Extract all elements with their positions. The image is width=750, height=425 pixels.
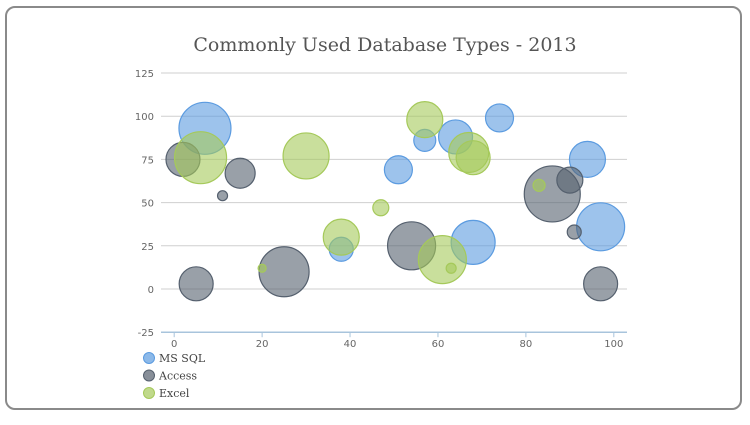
bubble-excel[interactable]	[532, 178, 546, 192]
bubble-excel[interactable]	[372, 199, 390, 217]
x-tick-label: 20	[256, 339, 269, 350]
bubble-excel[interactable]	[173, 131, 228, 185]
x-tick-label: 40	[344, 339, 357, 350]
chart-title: Commonly Used Database Types - 2013	[193, 34, 576, 56]
legend-marker	[143, 369, 155, 382]
bubble-access[interactable]	[258, 246, 310, 298]
legend-item[interactable]: MS SQL	[143, 352, 206, 365]
legend-label: MS SQL	[159, 352, 206, 365]
bubble-excel[interactable]	[455, 140, 491, 176]
bubble-access[interactable]	[556, 166, 584, 194]
legend-label: Excel	[159, 387, 190, 400]
y-tick-label: 75	[141, 155, 154, 166]
y-tick-label: -25	[138, 328, 154, 339]
x-tick-label: 0	[171, 339, 177, 350]
bubble-series-group	[165, 101, 626, 302]
series-excel	[173, 101, 546, 285]
bubble-access[interactable]	[178, 266, 214, 302]
y-tick-label: 100	[135, 112, 154, 123]
legend-item[interactable]: Excel	[143, 387, 190, 400]
bubble-excel[interactable]	[445, 262, 457, 274]
bubble-ms-sql[interactable]	[383, 155, 413, 185]
y-tick-label: 50	[141, 199, 154, 210]
legend-marker	[143, 352, 155, 364]
x-tick-label: 100	[604, 339, 623, 350]
y-tick-label: 25	[141, 242, 154, 253]
y-tick-label: 125	[135, 69, 154, 80]
bubble-excel[interactable]	[257, 263, 267, 273]
chart-grid	[161, 72, 627, 290]
legend-marker	[143, 387, 155, 399]
bubble-access[interactable]	[566, 224, 582, 240]
chart-legend: MS SQL Access Excel	[143, 352, 206, 400]
bubble-ms-sql[interactable]	[484, 103, 515, 133]
chart-axes: -25 0 25 50 75 100 125 0 20 40 60 80 100	[135, 69, 627, 350]
legend-item[interactable]: Access	[143, 369, 198, 383]
bubble-access[interactable]	[216, 190, 229, 202]
bubble-excel[interactable]	[282, 132, 330, 180]
bubble-access[interactable]	[224, 157, 256, 189]
y-tick-label: 0	[148, 285, 154, 296]
bubble-ms-sql[interactable]	[576, 202, 626, 252]
bubble-excel[interactable]	[322, 218, 360, 256]
legend-label: Access	[158, 370, 197, 383]
bubble-access[interactable]	[583, 266, 619, 302]
x-tick-label: 80	[520, 339, 533, 350]
bubble-excel[interactable]	[406, 101, 444, 139]
bubble-excel[interactable]	[417, 235, 467, 285]
bubble-ms-sql[interactable]	[568, 140, 607, 178]
x-tick-label: 60	[432, 339, 445, 350]
